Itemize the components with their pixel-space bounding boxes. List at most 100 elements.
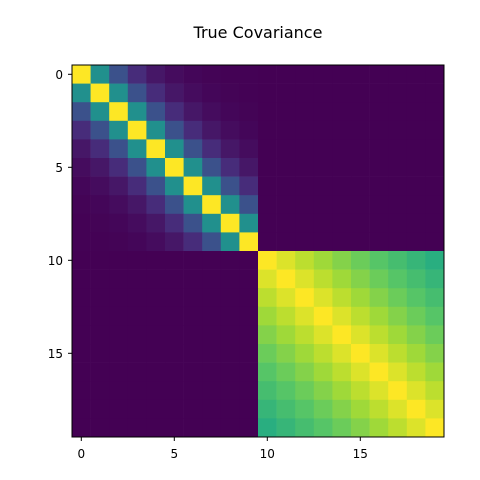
heatmap-cell-8-13: [313, 213, 333, 233]
heatmap-cell-10-17: [388, 251, 408, 270]
heatmap-cell-6-16: [369, 176, 389, 196]
heatmap-cell-2-4: [146, 102, 166, 122]
heatmap-cell-0-8: [220, 65, 240, 84]
heatmap-cell-11-7: [202, 269, 222, 289]
heatmap-cell-15-17: [388, 344, 408, 363]
heatmap-cell-4-10: [258, 139, 277, 159]
heatmap-cell-7-1: [90, 195, 110, 215]
heatmap-cell-5-1: [90, 158, 110, 177]
heatmap-cell-18-5: [165, 399, 184, 419]
heatmap-cell-0-9: [239, 65, 259, 84]
heatmap-cell-15-11: [276, 344, 296, 363]
heatmap-cell-13-13: [313, 306, 333, 326]
heatmap-cell-4-5: [165, 139, 184, 159]
heatmap-cell-2-14: [332, 102, 352, 122]
heatmap-cell-19-18: [406, 418, 426, 438]
heatmap-cell-13-6: [183, 306, 203, 326]
heatmap-cell-10-3: [127, 251, 147, 270]
heatmap-cell-13-2: [109, 306, 129, 326]
heatmap-cell-13-16: [369, 306, 389, 326]
y-axis: 0 5 10 15: [48, 68, 72, 361]
heatmap-cell-14-19: [425, 325, 445, 345]
heatmap-cell-17-15: [351, 381, 370, 401]
heatmap-cell-8-18: [406, 213, 426, 233]
heatmap-cell-11-12: [295, 269, 315, 289]
heatmap-cell-12-12: [295, 288, 315, 308]
heatmap-cell-1-10: [258, 83, 277, 103]
heatmap-cell-3-2: [109, 120, 129, 140]
heatmap-cell-12-1: [90, 288, 110, 308]
heatmap-cell-4-16: [369, 139, 389, 159]
heatmap-cell-13-17: [388, 306, 408, 326]
heatmap-cell-12-3: [127, 288, 147, 308]
heatmap-cell-13-7: [202, 306, 222, 326]
heatmap-cell-7-9: [239, 195, 259, 215]
heatmap-cell-15-16: [369, 344, 389, 363]
heatmap-cell-8-4: [146, 213, 166, 233]
heatmap-cell-13-12: [295, 306, 315, 326]
heatmap-cell-9-1: [90, 232, 110, 252]
heatmap-cell-8-19: [425, 213, 445, 233]
heatmap-cell-6-8: [220, 176, 240, 196]
heatmap-cell-7-4: [146, 195, 166, 215]
heatmap-cell-0-4: [146, 65, 166, 84]
chart-title: True Covariance: [193, 23, 323, 42]
heatmap-cell-1-4: [146, 83, 166, 103]
heatmap-cell-11-16: [369, 269, 389, 289]
heatmap-cell-1-3: [127, 83, 147, 103]
heatmap-cell-5-9: [239, 158, 259, 177]
heatmap-cell-14-18: [406, 325, 426, 345]
heatmap-cell-15-9: [239, 344, 259, 363]
heatmap-cell-2-16: [369, 102, 389, 122]
heatmap-cell-19-19: [425, 418, 445, 438]
heatmap-cell-10-18: [406, 251, 426, 270]
heatmap-cell-5-7: [202, 158, 222, 177]
heatmap-cell-7-2: [109, 195, 129, 215]
heatmap-cell-2-3: [127, 102, 147, 122]
heatmap-cell-10-6: [183, 251, 203, 270]
heatmap-cell-15-14: [332, 344, 352, 363]
heatmap-cell-16-0: [72, 362, 91, 382]
heatmap-cell-0-2: [109, 65, 129, 84]
heatmap-cell-3-10: [258, 120, 277, 140]
heatmap-cell-8-11: [276, 213, 296, 233]
heatmap-cell-14-16: [369, 325, 389, 345]
heatmap-cell-17-18: [406, 381, 426, 401]
heatmap-cell-0-16: [369, 65, 389, 84]
y-tick-label: 15: [48, 347, 63, 361]
heatmap-cell-5-11: [276, 158, 296, 177]
heatmap-cell-0-19: [425, 65, 445, 84]
heatmap-cell-10-11: [276, 251, 296, 270]
heatmap-cell-4-4: [146, 139, 166, 159]
heatmap-cell-19-1: [90, 418, 110, 438]
heatmap-cell-19-2: [109, 418, 129, 438]
heatmap-cell-17-9: [239, 381, 259, 401]
heatmap-cell-12-13: [313, 288, 333, 308]
heatmap-cell-3-16: [369, 120, 389, 140]
heatmap-cell-9-5: [165, 232, 184, 252]
heatmap-cell-10-2: [109, 251, 129, 270]
heatmap-cell-2-10: [258, 102, 277, 122]
heatmap-cell-7-19: [425, 195, 445, 215]
heatmap-cell-12-10: [258, 288, 277, 308]
heatmap-cell-1-16: [369, 83, 389, 103]
heatmap-cell-19-5: [165, 418, 184, 438]
heatmap-cell-4-0: [72, 139, 91, 159]
heatmap-cell-2-1: [90, 102, 110, 122]
heatmap-cell-8-1: [90, 213, 110, 233]
heatmap-cell-4-2: [109, 139, 129, 159]
heatmap-cell-6-2: [109, 176, 129, 196]
heatmap-cell-7-0: [72, 195, 91, 215]
heatmap-cell-18-12: [295, 399, 315, 419]
heatmap-cell-6-1: [90, 176, 110, 196]
heatmap-cell-9-9: [239, 232, 259, 252]
heatmap-cell-15-8: [220, 344, 240, 363]
heatmap-cell-17-4: [146, 381, 166, 401]
heatmap-cell-14-1: [90, 325, 110, 345]
heatmap-cell-8-8: [220, 213, 240, 233]
heatmap-cell-2-8: [220, 102, 240, 122]
heatmap-cell-12-19: [425, 288, 445, 308]
heatmap-cell-19-12: [295, 418, 315, 438]
heatmap-cell-8-16: [369, 213, 389, 233]
heatmap-cell-14-5: [165, 325, 184, 345]
